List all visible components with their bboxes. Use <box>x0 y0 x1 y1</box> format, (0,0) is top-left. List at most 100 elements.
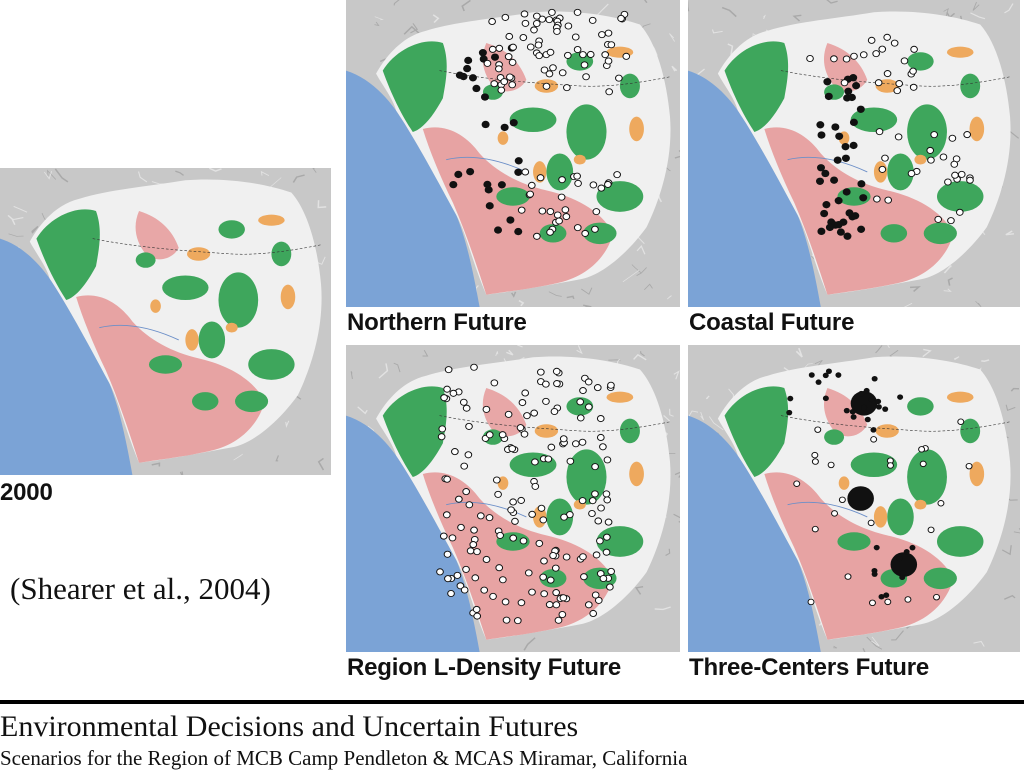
conserved-area <box>162 275 208 300</box>
development-dot-open <box>527 44 534 50</box>
development-dot-open <box>931 132 938 138</box>
development-dot-filled <box>787 396 793 402</box>
development-dot-filled <box>834 156 842 163</box>
development-dot-open <box>438 434 445 440</box>
development-dot-filled <box>869 397 875 403</box>
development-dot-open <box>510 499 517 505</box>
development-dot-open <box>875 80 882 86</box>
development-dot-open <box>472 575 479 581</box>
development-dot-open <box>546 71 553 77</box>
development-dot-open <box>604 457 611 463</box>
development-dot-open <box>495 66 502 72</box>
development-dot-filled <box>469 74 477 81</box>
development-dot-open <box>512 518 519 524</box>
development-dot-open <box>560 595 567 601</box>
development-dot-open <box>808 599 814 605</box>
development-dot-filled <box>872 376 878 382</box>
development-dot-open <box>445 576 452 582</box>
development-dot-open <box>533 13 540 19</box>
conserved-area <box>960 74 980 99</box>
development-dot-open <box>882 155 889 161</box>
development-dot-open <box>606 89 613 95</box>
development-dot-filled <box>485 186 493 193</box>
development-dot-filled <box>858 391 864 397</box>
conserved-area <box>937 181 983 212</box>
conserved-area <box>235 391 268 412</box>
development-dot-open <box>461 463 468 469</box>
map-label-region-l-density-future: Region L-Density Future <box>347 656 621 680</box>
development-dot-open <box>580 554 587 560</box>
conserved-area <box>496 187 529 205</box>
development-dot-open <box>532 483 539 489</box>
development-dot-open <box>483 556 490 562</box>
development-dot-open <box>608 568 615 574</box>
planned-area <box>574 155 586 165</box>
development-dot-open <box>536 540 543 546</box>
development-dot-open <box>581 574 588 580</box>
conserved-area <box>149 355 182 373</box>
development-dot-open <box>500 577 507 583</box>
development-dot-open <box>510 44 517 50</box>
map-northern-future <box>346 0 680 307</box>
development-dot-open <box>540 574 547 580</box>
development-dot-open <box>466 502 473 508</box>
development-dot-open <box>564 52 571 58</box>
development-dot-filled <box>454 171 462 178</box>
development-dot-open <box>958 171 965 177</box>
development-dot-open <box>501 79 508 85</box>
development-dot-open <box>560 436 567 442</box>
development-dot-open <box>498 87 505 93</box>
development-dot-filled <box>464 57 472 64</box>
development-dot-filled <box>851 414 857 420</box>
development-dot-filled <box>823 78 831 85</box>
development-dot-open <box>841 80 848 86</box>
development-dot-filled <box>849 74 857 81</box>
development-dot-open <box>508 507 515 513</box>
development-dot-open <box>491 81 498 87</box>
development-dot-open <box>597 538 604 544</box>
development-dot-filled <box>900 570 906 576</box>
development-dot-open <box>536 53 543 59</box>
development-dot-open <box>952 172 959 178</box>
development-dot-open <box>563 213 570 219</box>
development-dot-open <box>594 385 601 391</box>
development-dot-open <box>845 574 851 580</box>
development-dot-open <box>559 177 566 183</box>
development-dot-open <box>503 617 510 623</box>
development-dot-open <box>481 587 488 593</box>
planned-area <box>150 299 161 313</box>
conserved-area <box>192 392 218 410</box>
development-dot-open <box>546 17 553 23</box>
development-dot-open <box>908 170 915 176</box>
development-dot-open <box>869 600 875 606</box>
development-dot-open <box>463 566 470 572</box>
development-dot-filled <box>472 85 480 92</box>
development-dot-open <box>585 602 592 608</box>
development-dot-open <box>574 46 581 52</box>
development-dot-open <box>437 569 444 575</box>
development-dot-filled <box>872 571 878 577</box>
development-dot-open <box>467 548 474 554</box>
development-dot-open <box>445 367 452 373</box>
development-dot-open <box>901 58 908 64</box>
development-dot-filled <box>864 388 870 394</box>
planned-area <box>839 476 850 490</box>
development-dot-open <box>598 505 605 511</box>
development-dot-open <box>543 398 550 404</box>
conserved-area <box>824 429 844 444</box>
development-dot-open <box>579 498 586 504</box>
development-dot-open <box>444 386 451 392</box>
development-dot-open <box>551 408 558 414</box>
development-dot-open <box>553 590 560 596</box>
development-dot-filled <box>835 372 841 378</box>
development-dot-open <box>592 491 599 497</box>
development-dot-open <box>911 46 918 52</box>
development-dot-open <box>574 9 581 15</box>
development-dot-filled <box>514 169 522 176</box>
development-dot-open <box>483 406 490 412</box>
development-dot-open <box>832 511 838 517</box>
development-dot-open <box>949 135 956 141</box>
development-dot-open <box>507 74 514 80</box>
development-dot-open <box>585 379 592 385</box>
development-dot-open <box>623 53 630 59</box>
